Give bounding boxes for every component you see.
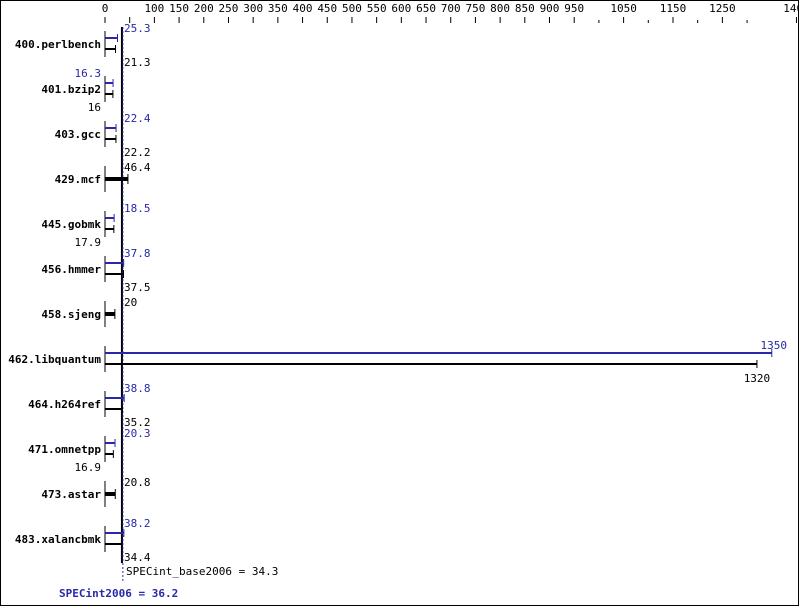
- benchmark-label: 403.gcc: [55, 128, 101, 141]
- x-tick-label: 900: [540, 2, 560, 15]
- base-value-label: 20: [124, 296, 137, 309]
- benchmark-label: 464.h264ref: [28, 398, 101, 411]
- x-tick-label: 400: [293, 2, 313, 15]
- x-tick-label: 800: [490, 2, 510, 15]
- base-value-label: 46.4: [124, 161, 151, 174]
- peak-value-label: 38.2: [124, 517, 151, 530]
- benchmark-label: 483.xalancbmk: [15, 533, 101, 546]
- base-value-label: 1320: [744, 372, 771, 385]
- peak-value-label: 18.5: [124, 202, 151, 215]
- x-tick-label: 200: [194, 2, 214, 15]
- x-tick-label: 300: [243, 2, 263, 15]
- benchmark-label: 473.astar: [41, 488, 101, 501]
- benchmark-label: 401.bzip2: [41, 83, 101, 96]
- benchmark-label: 471.omnetpp: [28, 443, 101, 456]
- base-value-label: 37.5: [124, 281, 151, 294]
- x-tick-label: 650: [416, 2, 436, 15]
- x-tick-label: 850: [515, 2, 535, 15]
- x-tick-label: 550: [367, 2, 387, 15]
- base-value-label: 21.3: [124, 56, 151, 69]
- peak-value-label: 37.8: [124, 247, 151, 260]
- x-tick-label: 0: [102, 2, 109, 15]
- base-value-label: 17.9: [75, 236, 102, 249]
- peak-value-label: 25.3: [124, 22, 151, 35]
- benchmark-label: 445.gobmk: [41, 218, 101, 231]
- x-tick-label: 150: [169, 2, 189, 15]
- benchmark-label: 429.mcf: [55, 173, 101, 186]
- x-tick-label: 1150: [660, 2, 687, 15]
- base-mean-label: SPECint_base2006 = 34.3: [126, 565, 278, 578]
- benchmark-label: 462.libquantum: [8, 353, 101, 366]
- peak-value-label: 22.4: [124, 112, 151, 125]
- base-value-label: 16.9: [75, 461, 102, 474]
- base-value-label: 22.2: [124, 146, 151, 159]
- peak-value-label: 38.8: [124, 382, 151, 395]
- x-tick-label: 700: [441, 2, 461, 15]
- x-tick-label: 1250: [709, 2, 736, 15]
- x-tick-label: 1050: [610, 2, 637, 15]
- peak-value-label: 1350: [761, 339, 788, 352]
- base-value-label: 16: [88, 101, 101, 114]
- x-tick-label: 250: [219, 2, 239, 15]
- base-value-label: 35.2: [124, 416, 151, 429]
- benchmark-label: 400.perlbench: [15, 38, 101, 51]
- x-tick-label: 950: [564, 2, 584, 15]
- benchmark-label: 458.sjeng: [41, 308, 101, 321]
- x-tick-label: 1400: [783, 2, 798, 15]
- x-tick-label: 450: [317, 2, 337, 15]
- x-tick-label: 100: [144, 2, 164, 15]
- base-value-label: 20.8: [124, 476, 151, 489]
- x-tick-label: 500: [342, 2, 362, 15]
- peak-value-label: 20.3: [124, 427, 151, 440]
- x-tick-label: 750: [465, 2, 485, 15]
- peak-value-label: 16.3: [75, 67, 102, 80]
- peak-mean-label: SPECint2006 = 36.2: [59, 587, 178, 600]
- benchmark-label: 456.hmmer: [41, 263, 101, 276]
- base-value-label: 34.4: [124, 551, 151, 564]
- x-tick-label: 350: [268, 2, 288, 15]
- x-tick-label: 600: [391, 2, 411, 15]
